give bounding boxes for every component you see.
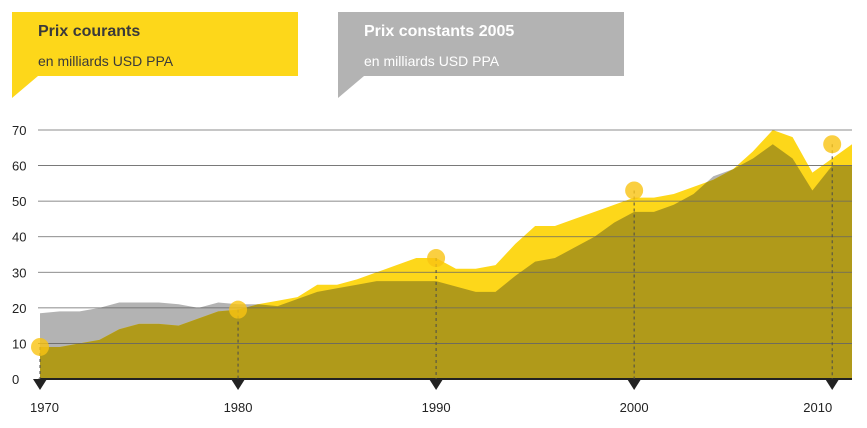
data-marker-1980 — [229, 300, 248, 319]
legend-current-pointer — [12, 76, 38, 98]
x-tick-marker-2010 — [825, 379, 840, 390]
x-tick-marker-1980 — [231, 379, 246, 390]
y-tick-label-70: 70 — [12, 123, 26, 138]
y-tick-label-0: 0 — [12, 372, 19, 387]
y-tick-label-60: 60 — [12, 159, 26, 174]
y-tick-label-30: 30 — [12, 265, 26, 280]
overlap-area — [40, 144, 852, 379]
data-marker-2000 — [625, 181, 644, 200]
x-tick-label-1970: 1970 — [30, 400, 59, 415]
x-tick-label-1990: 1990 — [422, 400, 451, 415]
x-tick-label-1980: 1980 — [224, 400, 253, 415]
y-tick-label-20: 20 — [12, 301, 26, 316]
data-marker-2010 — [823, 135, 842, 154]
legend-current-subtitle: en milliards USD PPA — [38, 53, 174, 69]
x-tick-label-2010: 2010 — [803, 400, 832, 415]
data-marker-1970 — [31, 337, 49, 356]
legend-current-title: Prix courants — [38, 23, 141, 40]
y-tick-label-10: 10 — [12, 336, 26, 351]
data-marker-1990 — [427, 249, 446, 268]
x-tick-marker-1990 — [429, 379, 444, 390]
legend-constant-subtitle: en milliards USD PPA — [364, 53, 500, 69]
x-tick-marker-1970 — [33, 379, 47, 390]
y-tick-label-50: 50 — [12, 194, 26, 209]
legend-constant-title: Prix constants 2005 — [364, 23, 515, 40]
legend-current-prices: Prix courants en milliards USD PPA — [12, 12, 298, 76]
legend-constant-prices: Prix constants 2005 en milliards USD PPA — [338, 12, 624, 76]
x-tick-marker-2000 — [627, 379, 642, 390]
y-tick-label-40: 40 — [12, 230, 26, 245]
x-tick-label-2000: 2000 — [620, 400, 649, 415]
legend-constant-pointer — [338, 76, 364, 98]
